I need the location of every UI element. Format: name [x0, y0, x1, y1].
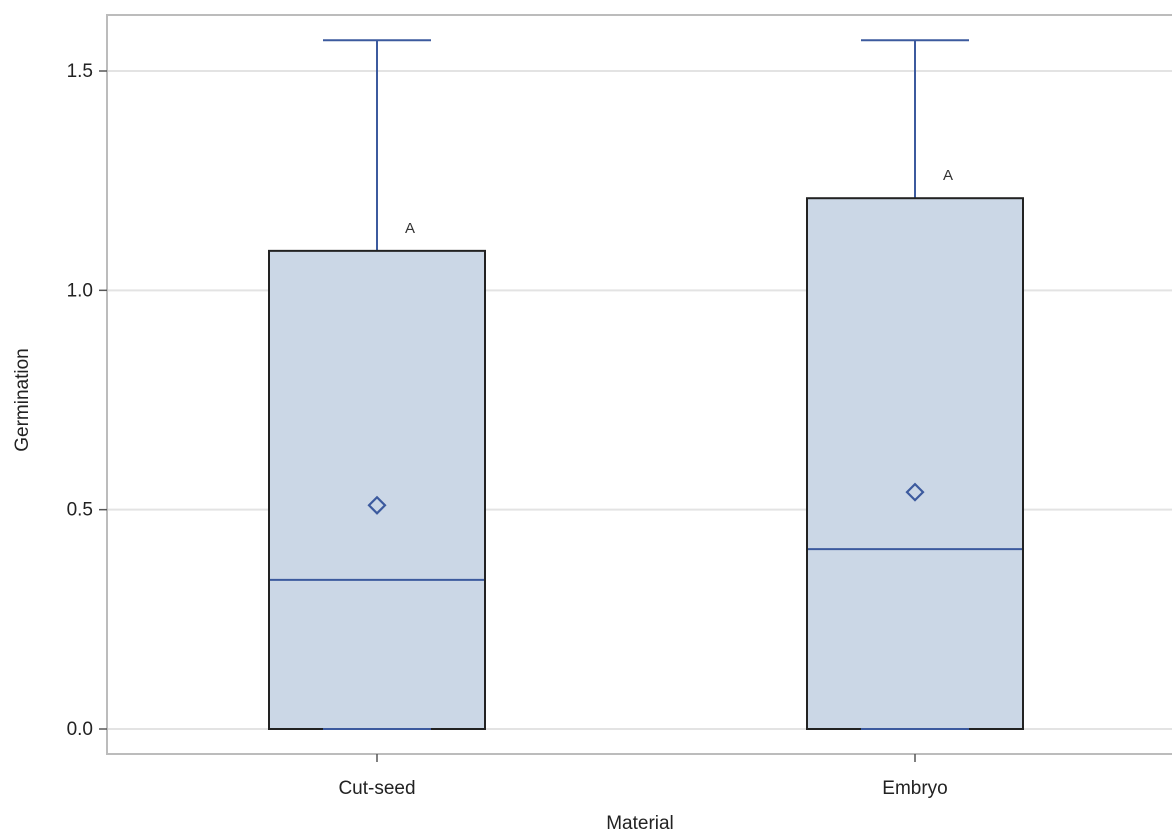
y-axis-title: Germination — [12, 348, 33, 452]
mean-marker — [367, 495, 387, 515]
y-tick-label: 1.5 — [67, 61, 93, 82]
box-group: A — [268, 39, 486, 730]
y-tick-label: 1.0 — [67, 280, 93, 301]
y-axis-ticks: 0.0 0.5 1.0 1.5 — [67, 61, 107, 740]
x-axis-title: Material — [606, 813, 674, 834]
boxes: AA — [268, 39, 1024, 731]
box-iqr — [806, 197, 1024, 731]
box-group: A — [806, 39, 1024, 731]
y-tick-label: 0.0 — [67, 719, 93, 740]
significance-letter: A — [943, 167, 953, 184]
box-iqr — [268, 249, 486, 730]
plot-frame — [106, 14, 1172, 755]
x-tick-label: Cut-seed — [338, 778, 415, 799]
x-tick-label: Embryo — [882, 778, 947, 799]
mean-marker — [905, 482, 925, 502]
significance-letter: A — [405, 220, 415, 237]
x-axis-ticks: Cut-seed Embryo — [338, 754, 948, 799]
y-tick-label: 0.5 — [67, 500, 93, 521]
